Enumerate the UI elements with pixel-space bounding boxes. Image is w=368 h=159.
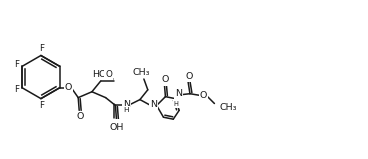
Text: F: F xyxy=(14,85,19,94)
Text: H: H xyxy=(124,107,129,113)
Text: O: O xyxy=(185,72,192,81)
Text: N: N xyxy=(150,100,157,109)
Text: OH: OH xyxy=(109,123,124,131)
Text: HO: HO xyxy=(93,70,107,79)
Text: F: F xyxy=(14,60,19,69)
Text: F: F xyxy=(39,44,45,53)
Text: O: O xyxy=(65,83,72,92)
Text: O: O xyxy=(114,121,121,130)
Text: O: O xyxy=(162,76,169,84)
Text: N: N xyxy=(175,89,182,98)
Text: CH₃: CH₃ xyxy=(219,103,237,112)
Text: N: N xyxy=(123,100,130,109)
Text: CH₃: CH₃ xyxy=(132,68,150,77)
Text: F: F xyxy=(39,101,45,110)
Text: H: H xyxy=(174,100,178,107)
Text: O: O xyxy=(105,70,112,79)
Text: O: O xyxy=(77,112,84,121)
Text: O: O xyxy=(200,91,207,100)
